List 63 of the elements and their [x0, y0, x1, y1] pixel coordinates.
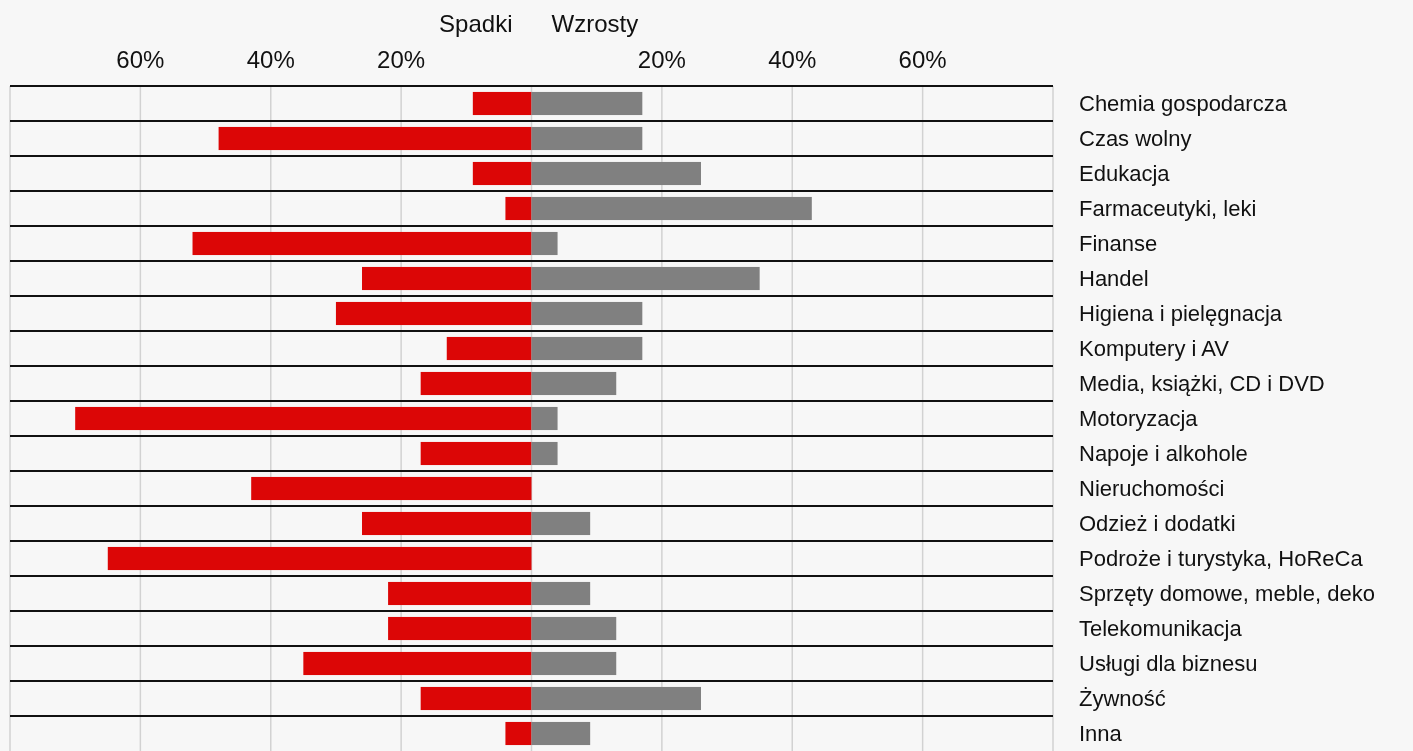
y-tick-label: Farmaceutyki, leki: [1079, 196, 1257, 222]
bar: [362, 266, 532, 291]
bar: [192, 231, 532, 256]
y-tick-label: Nieruchomości: [1079, 476, 1225, 502]
bar: [531, 91, 643, 116]
bar: [531, 231, 558, 256]
bar: [531, 266, 760, 291]
y-tick-label: Telekomunikacja: [1079, 616, 1243, 642]
bar: [107, 546, 532, 571]
bar: [420, 686, 532, 711]
bar: [531, 441, 558, 466]
bar: [388, 581, 532, 606]
text: Spadki: [439, 10, 513, 37]
bar: [75, 406, 532, 431]
bar: [531, 126, 643, 151]
x-tick-label: 60%: [898, 46, 947, 73]
y-tick-label: Sprzęty domowe, meble, deko: [1079, 581, 1375, 607]
bar: [531, 616, 617, 641]
y-tick-label: Higiena i pielęgnacja: [1079, 301, 1283, 327]
x-tick-label: 40%: [246, 46, 295, 73]
bar: [531, 371, 617, 396]
bar: [335, 301, 532, 326]
bar: [472, 91, 532, 116]
bar: [420, 441, 532, 466]
bar: [218, 126, 532, 151]
bar: [505, 721, 532, 746]
y-tick-label: Handel: [1079, 266, 1149, 292]
y-tick-label: Media, książki, CD i DVD: [1079, 371, 1325, 397]
bar: [531, 651, 617, 676]
bar: [303, 651, 532, 676]
x-tick-label: 60%: [116, 46, 165, 73]
bar: [531, 196, 812, 221]
bar: [420, 371, 532, 396]
bar: [251, 476, 532, 501]
x-tick-label: 20%: [637, 46, 686, 73]
bar: [531, 161, 701, 186]
bar: [531, 581, 591, 606]
bar: [531, 301, 643, 326]
y-tick-label: Czas wolny: [1079, 126, 1192, 152]
y-tick-label: Podroże i turystyka, HoReCa: [1079, 546, 1364, 572]
y-tick-label: Finanse: [1079, 231, 1158, 257]
y-tick-label: Edukacja: [1079, 161, 1171, 187]
bar: [472, 161, 532, 186]
bar: [531, 406, 558, 431]
y-tick-label: Odzież i dodatki: [1079, 511, 1236, 537]
y-tick-label: Komputery i AV: [1079, 336, 1230, 362]
bar: [446, 336, 532, 361]
y-tick-label: Usługi dla biznesu: [1079, 651, 1258, 677]
y-tick-label: Żywność: [1079, 686, 1166, 712]
bar: [531, 511, 591, 536]
bar: [531, 686, 701, 711]
bar: [531, 336, 643, 361]
bar: [388, 616, 532, 641]
x-tick-label: 40%: [768, 46, 817, 73]
bar: [362, 511, 532, 536]
y-tick-label: Motoryzacja: [1079, 406, 1199, 432]
y-tick-label: Napoje i alkohole: [1079, 441, 1248, 467]
y-tick-label: Chemia gospodarcza: [1079, 91, 1288, 117]
y-tick-label: Inna: [1079, 721, 1123, 747]
bar: [531, 721, 591, 746]
x-tick-label: 20%: [377, 46, 426, 73]
bar: [505, 196, 532, 221]
text: Wzrosty: [551, 10, 639, 37]
